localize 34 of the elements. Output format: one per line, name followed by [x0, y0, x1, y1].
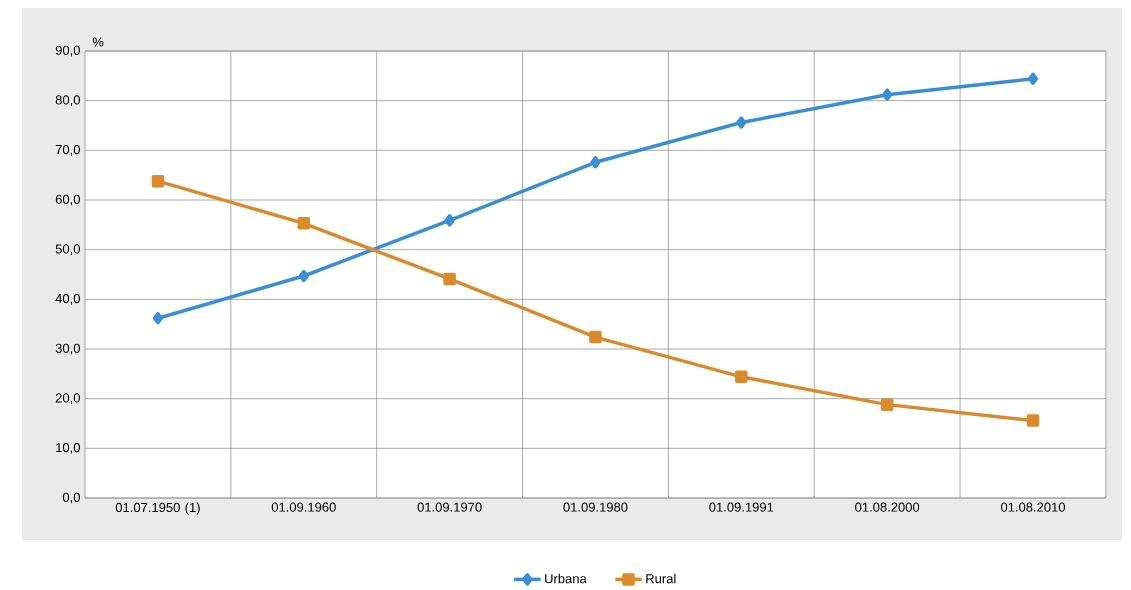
point: [444, 214, 455, 227]
x-tick-label: 01.09.1970: [417, 502, 482, 512]
point: [297, 217, 311, 230]
y-tick-label: 30,0: [55, 343, 80, 355]
y-axis-title: %: [92, 37, 104, 47]
point: [736, 116, 747, 129]
legend-label: Urbana: [545, 573, 587, 584]
point: [1027, 72, 1039, 86]
x-tick-label: 01.09.1960: [271, 502, 336, 512]
y-tick-label: 0,0: [62, 492, 80, 504]
y-tick-label: 10,0: [56, 442, 80, 454]
point: [298, 269, 309, 283]
y-tick-label: 70,0: [55, 144, 80, 156]
x-tick-label: 01.09.1991: [709, 502, 774, 512]
y-tick-label: 90,0: [55, 45, 80, 57]
x-tick-label: 01.07.1950 (1): [115, 502, 200, 515]
point: [443, 272, 456, 286]
y-tick-label: 80,0: [55, 95, 80, 107]
point: [589, 330, 602, 344]
point: [880, 398, 894, 411]
point: [882, 88, 893, 101]
point: [590, 156, 601, 169]
y-tick-label: 40,0: [55, 293, 80, 305]
point: [1026, 414, 1040, 427]
legend-label: Rural: [646, 573, 676, 584]
y-tick-label: 50,0: [55, 244, 80, 256]
point: [151, 174, 165, 188]
point: [152, 311, 164, 325]
y-tick-label: 20,0: [55, 393, 80, 405]
y-tick-label: 60,0: [55, 194, 80, 206]
x-tick-label: 01.08.2000: [855, 502, 920, 512]
x-tick-label: 01.09.1980: [563, 502, 628, 512]
x-tick-label: 01.08.2010: [1000, 502, 1066, 512]
point: [735, 370, 748, 384]
